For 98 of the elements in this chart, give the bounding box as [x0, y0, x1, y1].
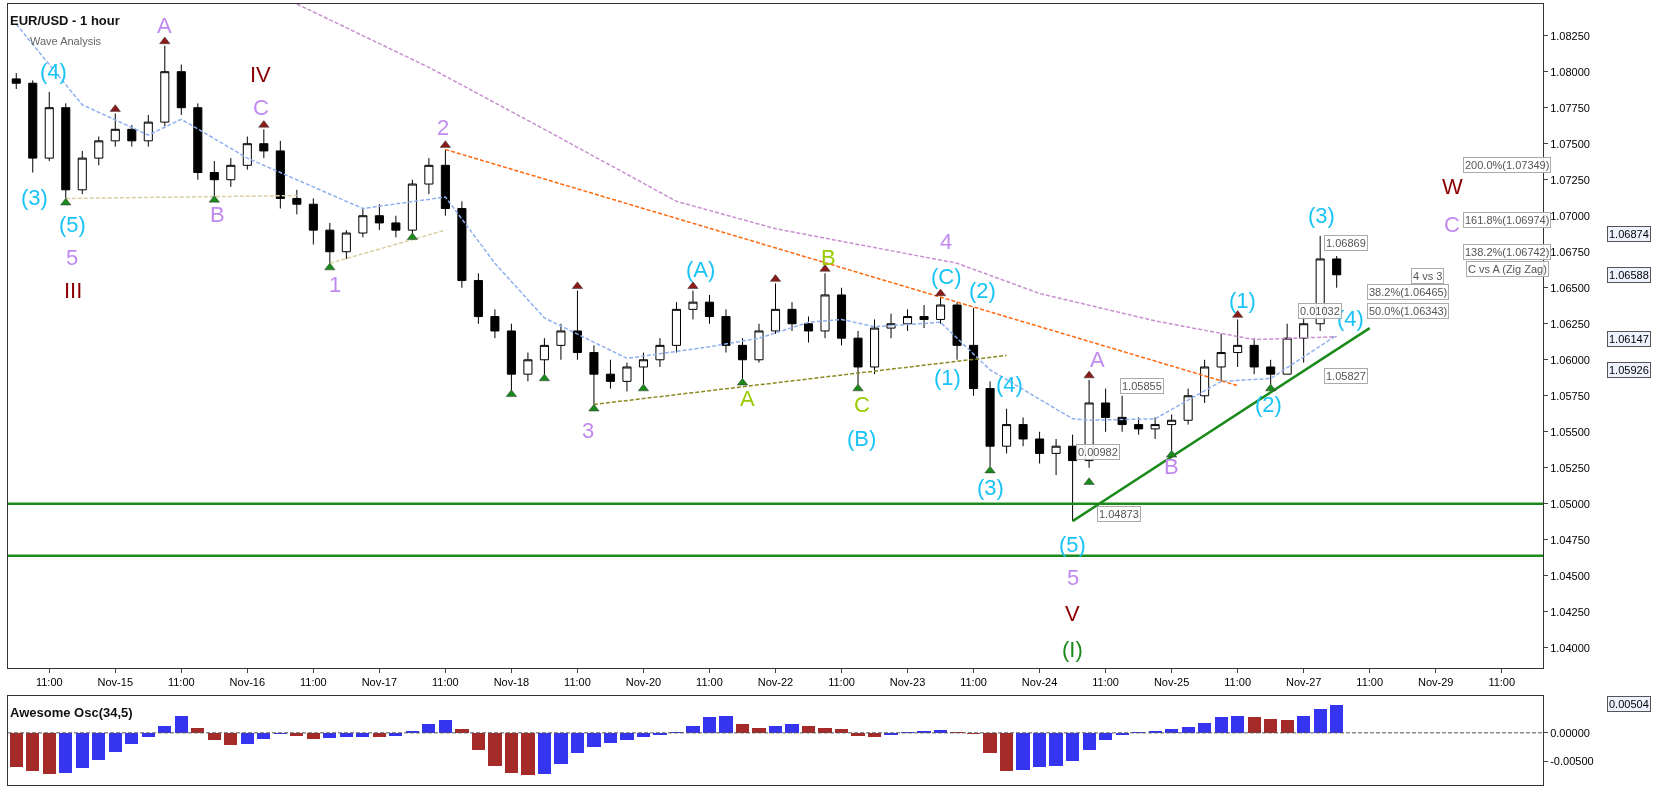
x-tick-label: 11:00 [564, 676, 591, 689]
text: 1.06588 [1609, 269, 1649, 281]
x-tick-label: Nov-18 [493, 676, 530, 689]
text: Wave Analysis [30, 35, 102, 47]
annotation: W [1442, 174, 1463, 199]
annotation: 1.04873 [1099, 508, 1139, 520]
y-tick-label: 1.07500 [1550, 137, 1590, 150]
annotation: (3) [977, 475, 1004, 500]
y-tick-label: 1.04250 [1550, 605, 1590, 618]
text: EUR/USD - 1 hour [10, 12, 120, 28]
x-tick-label: 11:00 [1488, 676, 1516, 689]
annotation: (1) [934, 365, 961, 390]
y-tick-label: 1.05250 [1550, 461, 1590, 474]
y-tick-label: 1.06000 [1550, 353, 1590, 366]
annotation: 1.05827 [1326, 370, 1366, 382]
annotation: (4) [40, 59, 67, 84]
x-tick-label: 11:00 [432, 676, 459, 689]
annotation: 161.8%(1.06974) [1465, 214, 1550, 226]
annotation: (2) [969, 278, 996, 303]
x-tick-label: Nov-25 [1153, 676, 1190, 689]
x-tick-label: Nov-27 [1285, 676, 1322, 689]
annotation: C vs A (Zig Zag) [1468, 263, 1547, 275]
annotation: C [253, 95, 269, 120]
y-tick-label: 1.05750 [1550, 389, 1590, 402]
annotation: 3 [582, 418, 595, 443]
annotation: 0.00982 [1078, 446, 1118, 458]
annotation: A [1090, 347, 1105, 372]
annotation: III [64, 278, 83, 303]
annotation: (2) [1255, 392, 1282, 417]
text: Awesome Osc(34,5) [10, 704, 133, 720]
annotation: 1.05855 [1122, 380, 1162, 392]
text: 1.06147 [1609, 333, 1649, 345]
annotation: 1.06869 [1326, 237, 1366, 249]
x-tick-label: 11:00 [167, 676, 195, 689]
x-tick-label: Nov-16 [229, 676, 266, 689]
annotation: (I) [1062, 637, 1083, 662]
y-tick-label: 1.04750 [1550, 533, 1590, 546]
x-tick-label: Nov-24 [1021, 676, 1058, 689]
annotation: (C) [931, 264, 962, 289]
annotation: V [1065, 601, 1080, 626]
annotation: (A) [686, 257, 716, 282]
y-tick-label: 1.07750 [1550, 101, 1590, 114]
annotation: B [1164, 454, 1179, 479]
annotation: (5) [1059, 532, 1086, 557]
x-tick-label: Nov-29 [1417, 676, 1454, 689]
annotation: 5 [66, 245, 79, 270]
annotation: 4 [940, 229, 953, 254]
annotation: 2 [437, 115, 450, 140]
annotation: (4) [996, 372, 1023, 397]
annotation: (3) [1308, 203, 1335, 228]
text: 1.06874 [1609, 228, 1649, 240]
annotation: C [854, 392, 870, 417]
annotation: (B) [847, 426, 877, 451]
annotation: C [1444, 212, 1460, 237]
x-tick-label: 11:00 [299, 676, 327, 689]
y-tick-label: 1.08250 [1550, 29, 1590, 42]
annotation: (5) [59, 212, 86, 237]
y-tick-label: -0.00500 [1550, 755, 1594, 768]
annotation: A [157, 13, 172, 38]
x-tick-label: Nov-22 [757, 676, 794, 689]
y-tick-label: 1.06500 [1550, 281, 1590, 294]
x-tick-label: Nov-23 [889, 676, 926, 689]
y-tick-label: 1.04000 [1550, 641, 1590, 654]
annotation: 38.2%(1.06465) [1369, 286, 1448, 298]
annotation: A [740, 386, 755, 411]
annotation: 200.0%(1.07349) [1465, 159, 1550, 171]
y-tick-label: 1.06750 [1550, 245, 1590, 258]
annotation: (1) [1229, 288, 1256, 313]
annotation: IV [250, 62, 272, 87]
y-tick-label: 1.05500 [1550, 425, 1590, 438]
annotation: 50.0%(1.06343) [1369, 305, 1448, 317]
x-tick-label: 11:00 [1224, 676, 1252, 689]
x-tick-label: 11:00 [35, 676, 63, 689]
annotation: (3) [21, 185, 48, 210]
y-tick-label: 1.06250 [1550, 317, 1590, 330]
text: 1.05926 [1609, 364, 1649, 376]
x-tick-label: 11:00 [828, 676, 855, 689]
annotation: 1 [329, 272, 342, 297]
y-tick-label: 1.07000 [1550, 209, 1590, 222]
x-tick-label: 11:00 [1356, 676, 1384, 689]
x-tick-label: Nov-17 [361, 676, 398, 689]
y-tick-label: 0.00000 [1550, 726, 1590, 739]
x-tick-label: 11:00 [960, 676, 987, 689]
x-tick-label: Nov-15 [97, 676, 134, 689]
annotation: B [821, 245, 836, 270]
text: 0.00504 [1609, 698, 1649, 710]
annotation: 4 vs 3 [1413, 270, 1443, 282]
annotation: 5 [1067, 565, 1080, 590]
y-tick-label: 1.05000 [1550, 497, 1590, 510]
x-tick-label: Nov-20 [625, 676, 662, 689]
y-tick-label: 1.08000 [1550, 65, 1590, 78]
annotation: 0.01032 [1300, 305, 1340, 317]
y-tick-label: 1.07250 [1550, 173, 1590, 186]
x-tick-label: 11:00 [696, 676, 723, 689]
y-tick-label: 1.04500 [1550, 569, 1590, 582]
annotation: 138.2%(1.06742) [1465, 246, 1550, 258]
annotation: B [210, 202, 225, 227]
x-tick-label: 11:00 [1092, 676, 1119, 689]
